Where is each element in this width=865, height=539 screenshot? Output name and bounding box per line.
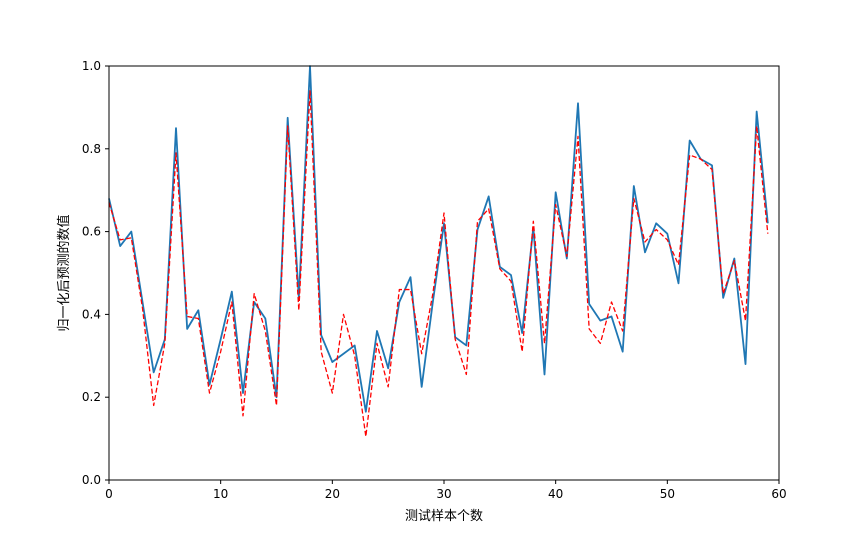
y-tick-label: 0.4	[82, 307, 101, 321]
y-tick-label: 0.2	[82, 390, 101, 404]
x-tick-label: 10	[213, 487, 228, 501]
x-axis: 0 10 20 30 40 50 60	[105, 480, 787, 501]
x-axis-label: 测试样本个数	[405, 509, 483, 524]
x-tick-label: 20	[325, 487, 340, 501]
x-tick-label: 40	[548, 487, 563, 501]
series-layer	[108, 65, 769, 438]
x-tick-label: 0	[105, 487, 113, 501]
y-axis-label: 归一化后预测的数值	[56, 214, 72, 331]
y-axis: 0.0 0.2 0.4 0.6 0.8 1.0	[82, 59, 109, 487]
series-line-1	[108, 90, 769, 438]
x-tick-label: 30	[436, 487, 451, 501]
x-tick-label: 50	[660, 487, 675, 501]
y-tick-label: 0.8	[82, 142, 101, 156]
y-tick-label: 1.0	[82, 59, 101, 73]
x-tick-label: 60	[771, 487, 786, 501]
series-line-0	[108, 65, 769, 413]
y-tick-label: 0.6	[82, 225, 101, 239]
y-tick-label: 0.0	[82, 473, 101, 487]
